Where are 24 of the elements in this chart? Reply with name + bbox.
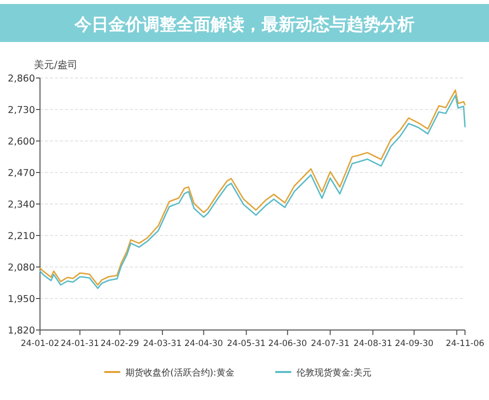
- y-axis-title: 美元/盎司: [34, 59, 78, 71]
- y-tick-label: 1,820: [8, 326, 35, 336]
- x-tick-label: 24-06-30: [268, 339, 307, 349]
- y-tick-label: 2,860: [8, 74, 35, 84]
- x-tick-label: 24-04-30: [184, 339, 223, 349]
- x-tick-label: 24-05-31: [227, 339, 266, 349]
- x-tick-label: 24-11-06: [446, 339, 484, 349]
- x-tick-label: 24-07-31: [310, 339, 350, 349]
- x-tick-label: 24-02-29: [100, 339, 140, 349]
- x-tick-label: 24-08-31: [354, 339, 392, 349]
- y-tick-label: 1,950: [8, 294, 35, 305]
- x-tick-label: 24-09-30: [394, 339, 434, 349]
- legend-label: 伦敦现货黄金:美元: [296, 368, 372, 378]
- y-tick-label: 2,730: [8, 105, 35, 116]
- y-tick-label: 2,210: [8, 231, 35, 242]
- x-tick-label: 24-01-31: [60, 339, 100, 349]
- y-tick-label: 2,470: [8, 168, 35, 179]
- y-tick-label: 2,340: [8, 200, 35, 210]
- x-tick-label: 24-01-02: [20, 339, 60, 349]
- chart-title: 今日金价调整全面解读，最新动态与趋势分析: [74, 15, 414, 35]
- y-tick-label: 2,080: [8, 262, 35, 274]
- legend-label: 期货收盘价(活跃合约):黄金: [125, 368, 234, 378]
- x-tick-label: 24-03-31: [143, 339, 182, 349]
- y-tick-label: 2,600: [8, 136, 35, 148]
